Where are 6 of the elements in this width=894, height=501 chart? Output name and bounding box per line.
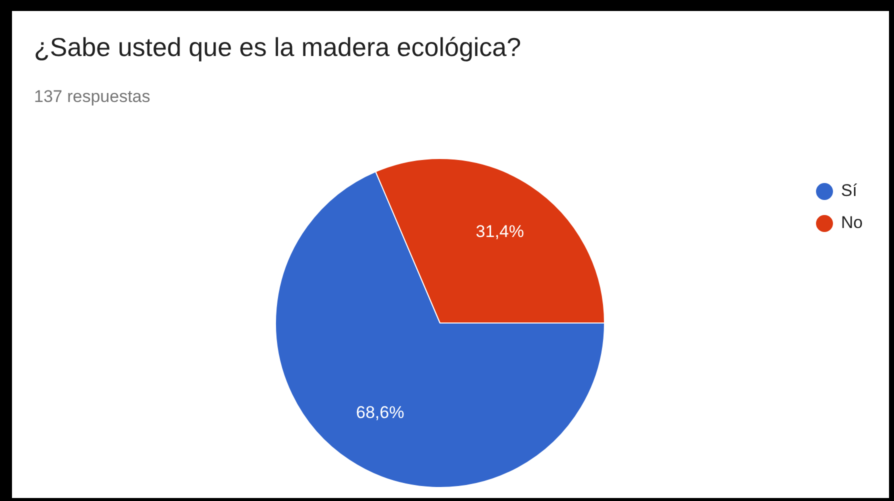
legend-label: Sí [841,181,858,201]
data-label: 31,4% [476,222,524,242]
text: 137 respuestas [34,87,150,107]
legend-label: No [841,213,863,233]
data-label: 68,6% [356,403,404,422]
chart-title: ¿Sabe usted que es la madera ecológica? [34,32,522,63]
